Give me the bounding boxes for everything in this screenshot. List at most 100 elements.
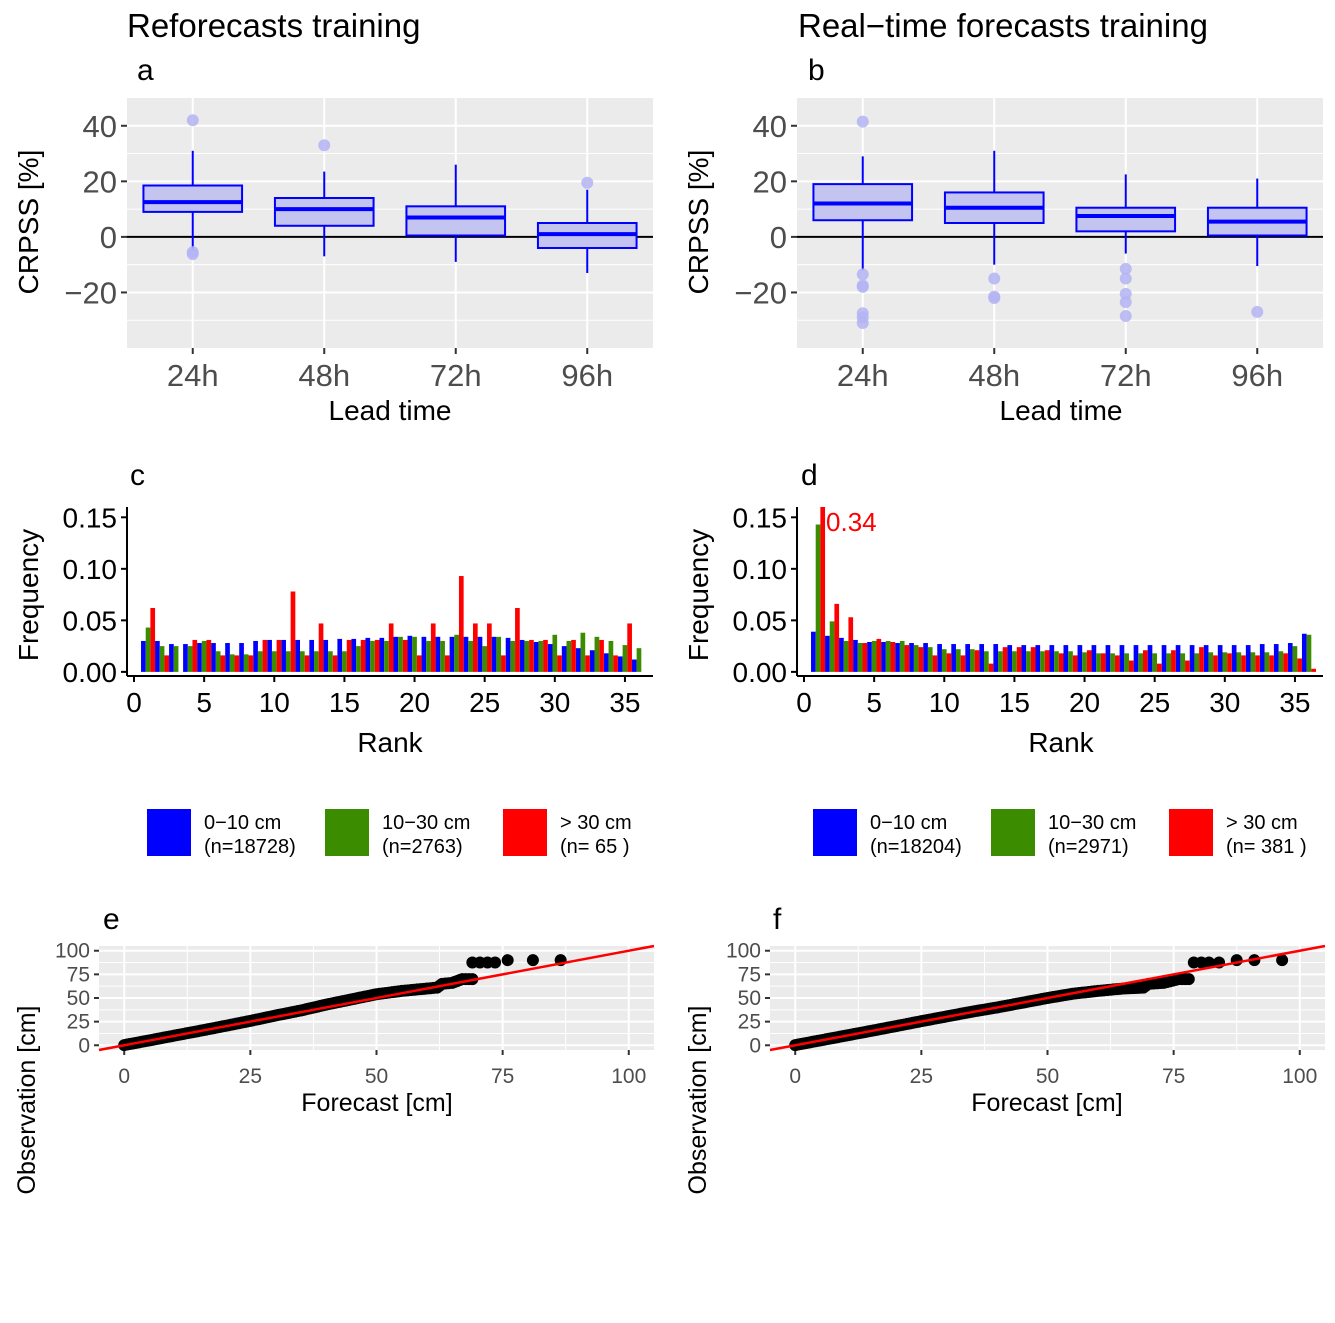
bar-red: [346, 639, 352, 672]
legend-c: 0−10 cm(n=18728) 10−30 cm(n=2763) > 30 cm(…: [147, 809, 632, 858]
bar-blue: [909, 643, 914, 672]
bar-red: [1171, 650, 1176, 672]
bar-blue: [351, 638, 357, 672]
y-tick-label: 0.10: [733, 554, 788, 585]
annotation-label: 0.34: [826, 507, 877, 537]
bar-blue: [867, 641, 872, 672]
bar-green: [328, 651, 333, 672]
qq-point: [501, 954, 514, 967]
x-tick-label: 24h: [167, 358, 219, 393]
bar-blue: [505, 637, 511, 672]
legend-label: > 30 cm: [1226, 812, 1298, 834]
qq-point: [1276, 954, 1289, 967]
bar-blue: [951, 644, 956, 672]
bar-red: [220, 655, 226, 672]
bar-red: [543, 639, 548, 672]
bar-green: [1054, 651, 1059, 672]
bar-red: [374, 639, 380, 672]
legend-swatch: [147, 809, 191, 856]
x-tick-label: 25: [239, 1065, 262, 1088]
panel-a: Reforecasts training a −20 0 20 40 24h 48h 72h…: [13, 7, 653, 426]
legend-label: (n=18204): [870, 836, 962, 858]
bar-red: [501, 655, 506, 672]
bar-red: [304, 655, 310, 672]
yaxis-label-c: Frequency: [13, 529, 44, 661]
bar-blue: [923, 643, 928, 672]
x-tick-label: 100: [1282, 1065, 1317, 1088]
bar-green: [524, 640, 530, 672]
bar-green: [1222, 652, 1228, 672]
bar-blue: [1147, 645, 1153, 672]
y-tick-label: 0: [770, 220, 787, 255]
x-tick-label: 50: [365, 1065, 388, 1088]
bar-green: [636, 648, 642, 672]
bar-red: [1002, 647, 1008, 672]
y-tick-label: 100: [726, 940, 761, 963]
bar-blue: [1175, 645, 1181, 672]
bar-green: [342, 651, 347, 672]
reference-line: [98, 944, 655, 1052]
x-tick-label: 10: [929, 687, 960, 718]
outlier-point: [186, 114, 199, 127]
panel-letter-a: a: [137, 54, 154, 87]
x-tick-label: 0: [118, 1065, 130, 1088]
bar-red: [529, 639, 534, 672]
x-tick-label: 24h: [837, 358, 889, 393]
plot-area-b: −20 0 20 40 24h 48h 72h 96h: [734, 98, 1323, 393]
bar-red: [571, 639, 576, 672]
bar-green: [1306, 634, 1312, 672]
bar-green: [1040, 651, 1045, 672]
outlier-point: [856, 317, 869, 329]
bar-red: [164, 655, 170, 672]
bar-green: [1124, 653, 1129, 672]
bar-green: [257, 651, 263, 672]
outlier-point: [1119, 287, 1132, 300]
bar-blue: [253, 640, 258, 672]
box: [273, 197, 375, 227]
bar-green: [356, 646, 361, 672]
bar-green: [969, 649, 975, 672]
bar-blue: [197, 643, 202, 672]
x-tick-label: 0: [126, 687, 142, 718]
y-tick-label: 40: [753, 109, 787, 144]
bar-blue: [225, 643, 230, 672]
bar-green: [468, 640, 473, 672]
xaxis-label-b: Lead time: [1000, 395, 1123, 426]
bar-red: [487, 623, 492, 672]
bar-blue: [1259, 644, 1265, 672]
panel-d: d 0.00 0.05 0.10 0.15 0 5 10 15 20 25 30 35 0.34 Ran…: [683, 459, 1323, 858]
legend-swatch: [325, 809, 369, 856]
outlier-point: [1119, 310, 1132, 323]
bar-red: [599, 639, 604, 672]
bar-blue: [631, 659, 637, 672]
bar-green: [1194, 653, 1200, 672]
bar-blue: [169, 644, 174, 672]
reference-line: [769, 944, 1326, 1052]
bar-blue: [435, 636, 441, 672]
y-tick-label: 20: [83, 164, 117, 199]
bar-blue: [1021, 645, 1027, 672]
outlier-point: [988, 292, 1001, 304]
panel-b: Real−time forecasts training b −20 0 20 40 2…: [683, 7, 1323, 426]
legend-label: (n=2971): [1048, 836, 1129, 858]
bar-blue: [937, 644, 942, 672]
bar-red: [1142, 650, 1148, 672]
bar-red: [1269, 655, 1274, 672]
bar-blue: [547, 644, 553, 672]
bar-red: [402, 639, 408, 672]
bar-blue: [1077, 645, 1083, 672]
panel-c: c 0.00 0.05 0.10 0.15 0 5 10 15 20 25 30 35 Rank Fr…: [13, 459, 653, 858]
bar-green: [1138, 653, 1143, 672]
bar-red: [820, 507, 826, 672]
bar-green: [1292, 646, 1298, 672]
yaxis-label-d: Frequency: [683, 529, 714, 661]
bar-green: [1096, 653, 1101, 672]
bar-blue: [379, 637, 385, 672]
x-tick-label: 100: [611, 1065, 646, 1088]
bar-red: [932, 655, 938, 672]
outlier-point: [1251, 305, 1264, 318]
bar-green: [1264, 652, 1270, 672]
bar-green: [159, 646, 165, 672]
